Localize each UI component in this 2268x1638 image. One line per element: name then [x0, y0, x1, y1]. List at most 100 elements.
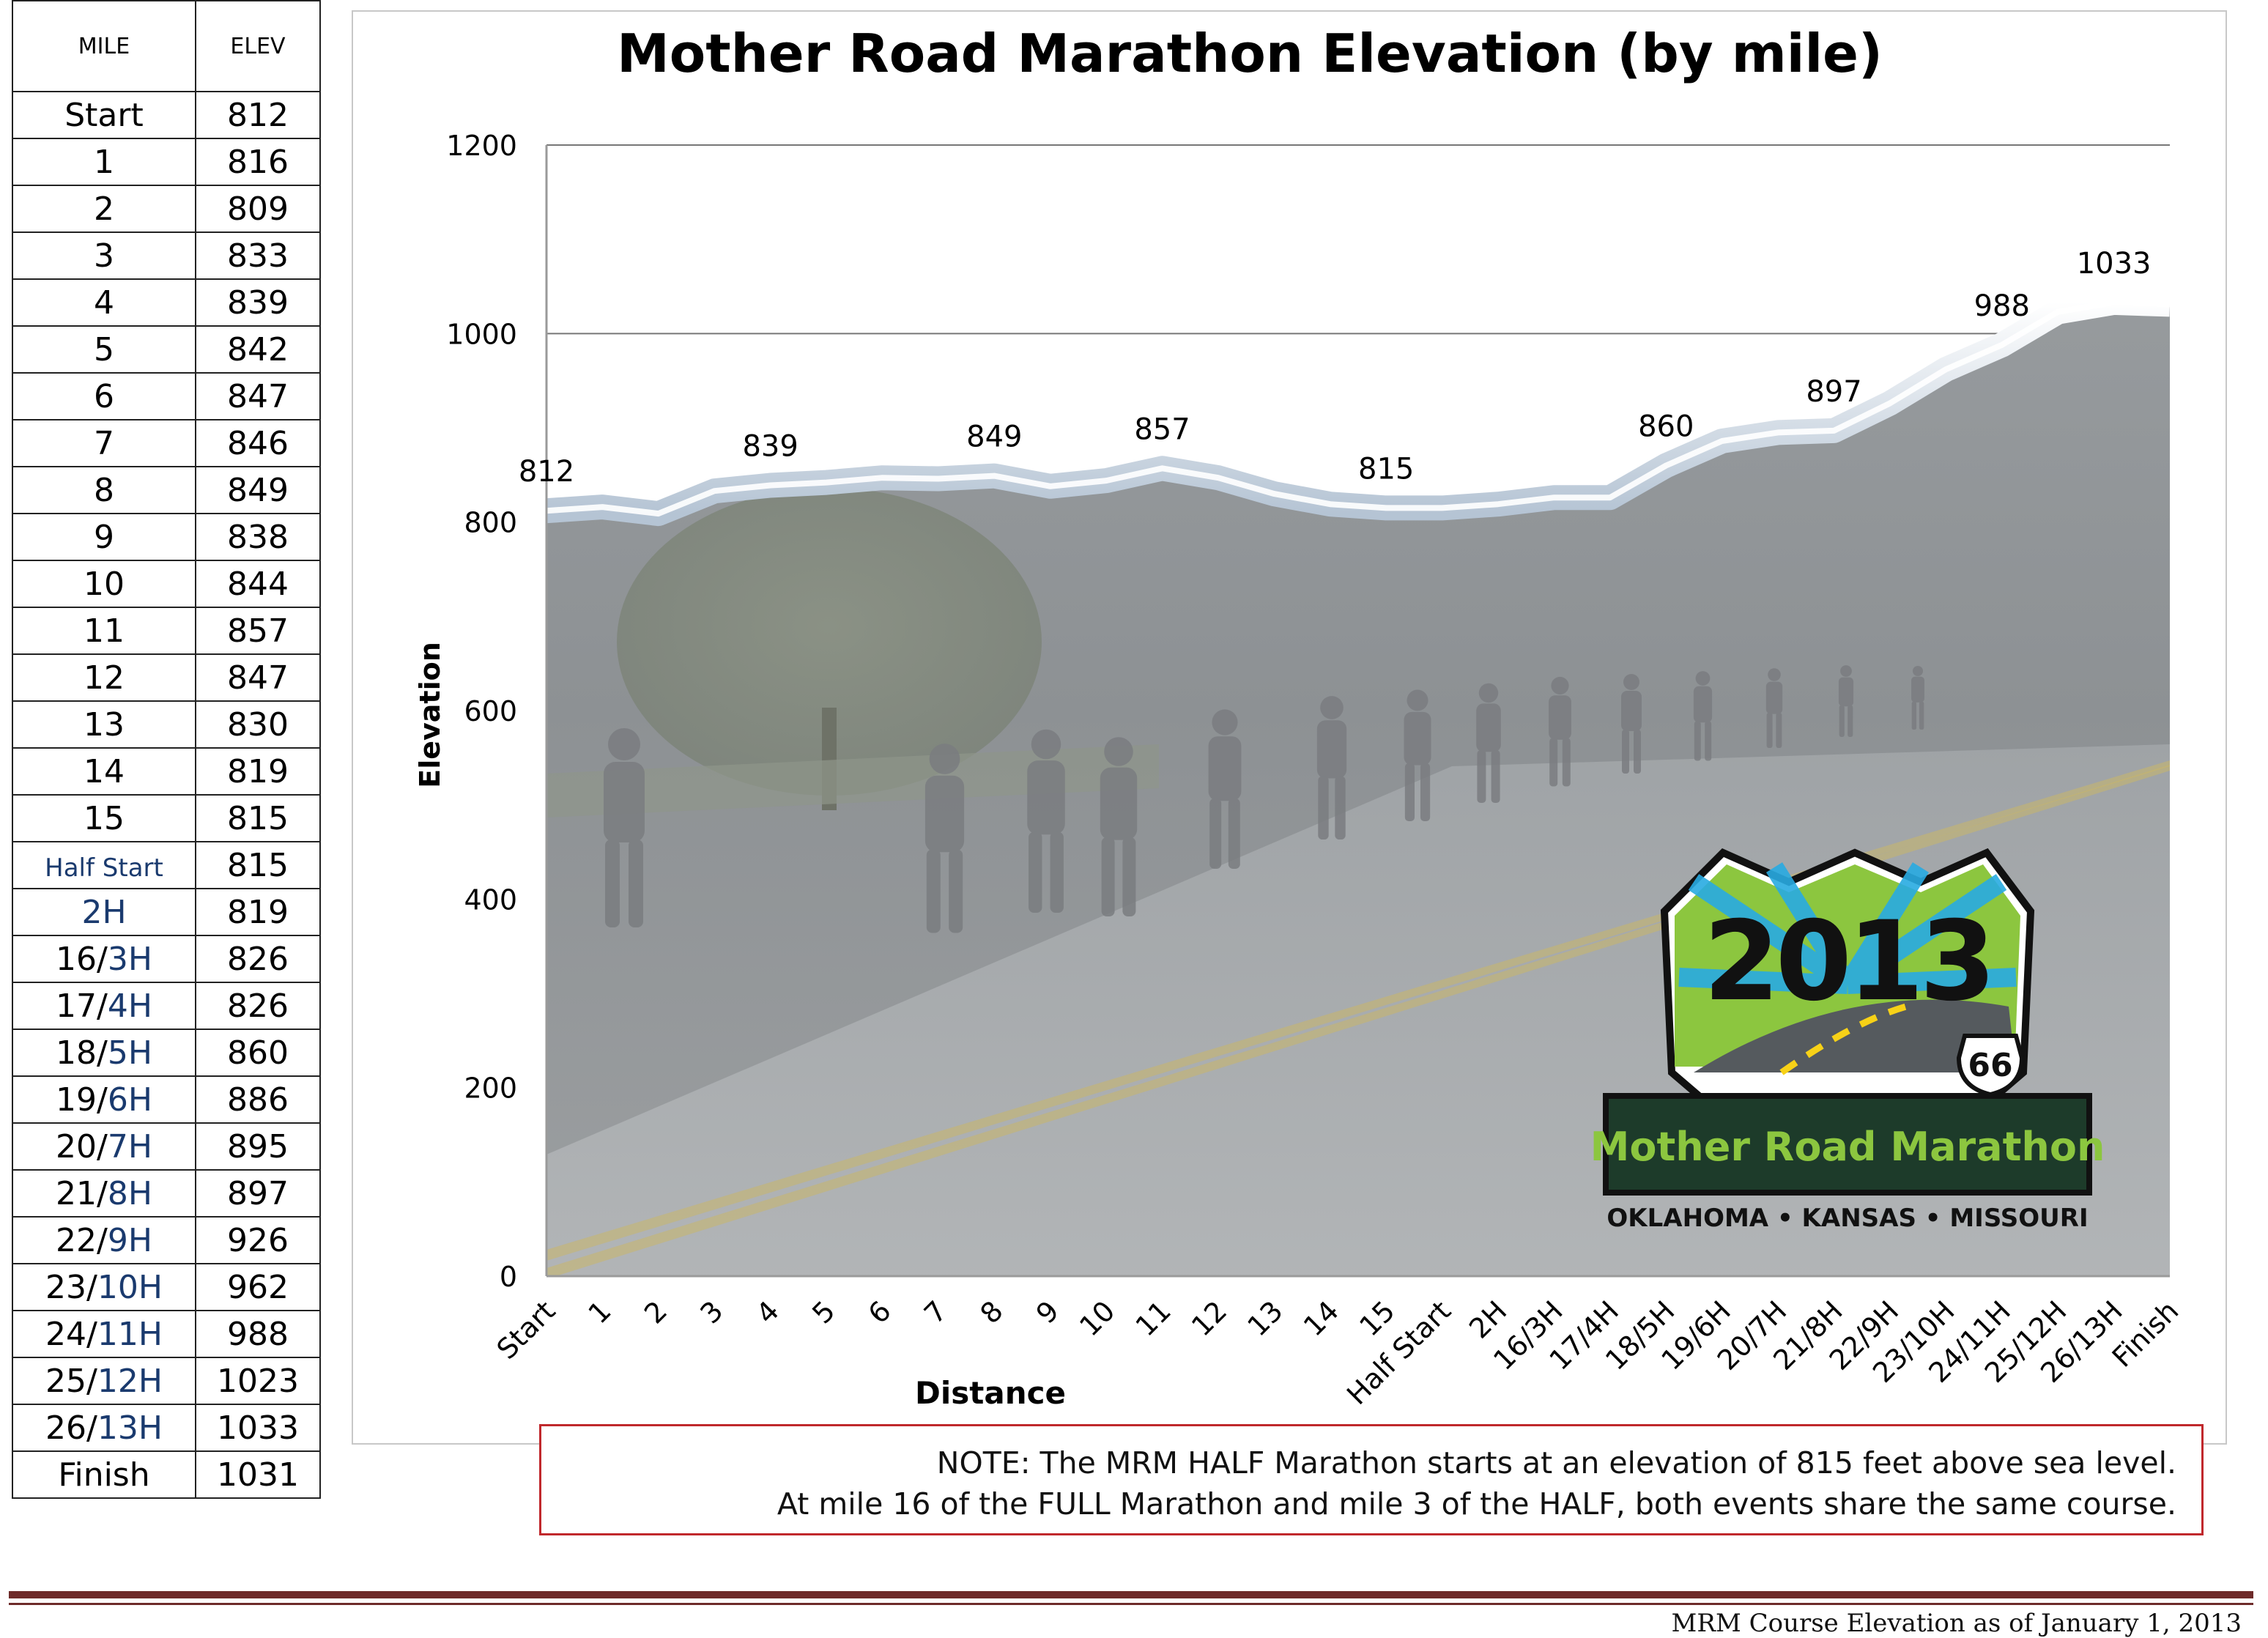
half-mile-label: 3H — [107, 940, 152, 978]
runner-leg — [1101, 837, 1115, 916]
full-mile-label: 20/ — [56, 1127, 108, 1166]
full-mile-label: 7 — [94, 424, 114, 462]
elev-cell: 815 — [195, 794, 321, 842]
note-line-2: At mile 16 of the FULL Marathon and mile… — [777, 1486, 2176, 1522]
header-mile: MILE — [12, 0, 196, 92]
footer-caption: MRM Course Elevation as of January 1, 20… — [1671, 1609, 2242, 1638]
elev-cell: 897 — [195, 1169, 321, 1218]
elev-cell: 926 — [195, 1216, 321, 1264]
course-note: NOTE: The MRM HALF Marathon starts at an… — [539, 1424, 2204, 1535]
route-66-shield-icon: 66 — [1956, 1034, 2025, 1097]
x-tick-label: 8 — [974, 1294, 1009, 1330]
table-row: 23/10H 962 — [12, 1263, 321, 1311]
mile-cell: 22/9H — [12, 1216, 196, 1264]
full-mile-label: 2 — [94, 190, 114, 228]
runner-head — [1031, 729, 1061, 760]
runner-body — [1100, 767, 1138, 840]
elev-cell: 857 — [195, 607, 321, 655]
half-mile-label: 6H — [107, 1081, 152, 1119]
y-tick-label: 0 — [500, 1261, 517, 1293]
runner-leg — [1766, 713, 1773, 748]
half-mile-label: 7H — [107, 1127, 152, 1166]
runner-leg — [1491, 750, 1500, 803]
runner-head — [1320, 696, 1344, 719]
full-mile-label: 11 — [84, 612, 125, 650]
data-label: 812 — [519, 455, 574, 489]
elev-cell: 846 — [195, 419, 321, 467]
runner-leg — [1122, 837, 1136, 916]
mile-cell: 21/8H — [12, 1169, 196, 1218]
mile-cell: 2H — [12, 888, 196, 936]
table-row: 13 830 — [12, 700, 321, 749]
full-mile-label: Start — [64, 96, 144, 134]
runner-figure — [1621, 674, 1642, 774]
runner-head — [929, 744, 960, 774]
elev-cell: 833 — [195, 231, 321, 280]
half-mile-label: 4H — [107, 987, 152, 1025]
mile-cell: 15 — [12, 794, 196, 842]
elev-cell: 860 — [195, 1029, 321, 1077]
elev-cell: 838 — [195, 513, 321, 561]
elev-cell: 816 — [195, 138, 321, 186]
elev-cell: 842 — [195, 325, 321, 374]
elev-cell: 849 — [195, 466, 321, 514]
table-row: 5 842 — [12, 325, 321, 374]
table-row: 19/6H 886 — [12, 1075, 321, 1124]
mile-cell: Start — [12, 91, 196, 139]
runner-leg — [1029, 831, 1042, 913]
x-tick-label: 1 — [582, 1294, 618, 1330]
table-row: 2 809 — [12, 185, 321, 233]
runner-leg — [1549, 738, 1558, 787]
full-mile-label: 1 — [94, 143, 114, 181]
full-mile-label: 19/ — [56, 1081, 108, 1119]
x-tick-label: Start — [491, 1294, 562, 1365]
mile-cell: 7 — [12, 419, 196, 467]
table-row: Finish 1031 — [12, 1450, 321, 1499]
runner-body — [1027, 760, 1065, 835]
runner-figure — [1316, 696, 1347, 840]
elev-cell: 1033 — [195, 1404, 321, 1452]
table-row: 15 815 — [12, 794, 321, 842]
runner-body — [1838, 677, 1854, 707]
elev-cell: 844 — [195, 560, 321, 608]
mile-cell: Finish — [12, 1450, 196, 1499]
runner-body — [1621, 691, 1642, 731]
table-row: 25/12H 1023 — [12, 1357, 321, 1405]
y-axis-title: Elevation — [414, 642, 446, 788]
half-mile-label: 5H — [107, 1034, 152, 1072]
runner-leg — [1911, 701, 1917, 730]
logo-year: 2013 — [1703, 898, 1991, 1026]
runner-figure — [1549, 676, 1571, 787]
mile-cell: 1 — [12, 138, 196, 186]
table-row: 22/9H 926 — [12, 1216, 321, 1264]
data-label: 897 — [1806, 375, 1861, 409]
runner-leg — [1420, 763, 1431, 821]
mile-cell: 25/12H — [12, 1357, 196, 1405]
runner-body — [924, 775, 965, 853]
runner-body — [1476, 703, 1501, 752]
logo-route: 66 — [1968, 1047, 2012, 1084]
runner-body — [1911, 676, 1924, 703]
runner-figure — [1765, 668, 1783, 748]
table-row: Half Start 815 — [12, 841, 321, 889]
runner-body — [1208, 736, 1242, 801]
table-row: 3 833 — [12, 231, 321, 280]
runner-head — [1768, 668, 1781, 681]
full-mile-label: 18/ — [56, 1034, 108, 1072]
full-mile-label: 16/ — [56, 940, 108, 978]
table-row: 8 849 — [12, 466, 321, 514]
y-tick-label: 600 — [464, 695, 517, 727]
runner-head — [1912, 665, 1924, 677]
runner-leg — [1776, 713, 1782, 748]
x-tick-label: 7 — [918, 1294, 953, 1330]
elevation-chart: Mother Road Marathon Elevation (by mile) — [414, 23, 2185, 1411]
table-row: 9 838 — [12, 513, 321, 561]
chart-frame: Mother Road Marathon Elevation (by mile) — [352, 10, 2227, 1445]
runner-head — [1212, 709, 1238, 735]
x-tick-label: 12 — [1185, 1294, 1233, 1342]
elev-cell: 988 — [195, 1310, 321, 1358]
runner-body — [1404, 711, 1431, 766]
runner-leg — [949, 849, 963, 933]
data-label: 839 — [742, 429, 798, 463]
